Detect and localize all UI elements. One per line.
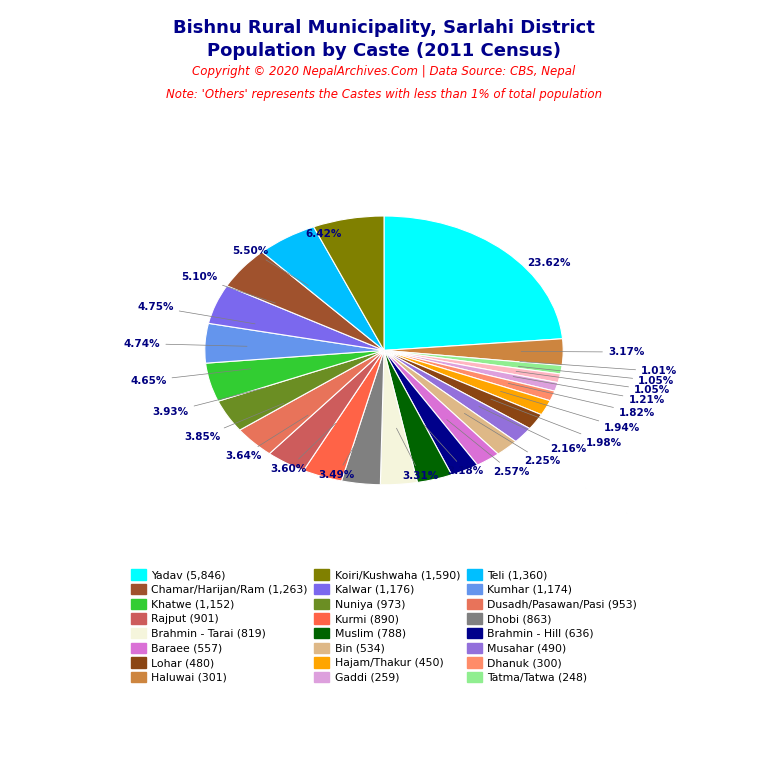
Wedge shape (206, 350, 384, 401)
Text: 23.62%: 23.62% (527, 258, 571, 268)
Wedge shape (384, 216, 562, 350)
Wedge shape (384, 350, 554, 401)
Text: 3.31%: 3.31% (396, 429, 439, 481)
Wedge shape (384, 339, 563, 366)
Text: 1.21%: 1.21% (513, 376, 664, 405)
Text: 1.82%: 1.82% (508, 383, 655, 418)
Text: 2.25%: 2.25% (465, 413, 561, 466)
Wedge shape (384, 350, 550, 415)
Text: 3.85%: 3.85% (185, 403, 283, 442)
Wedge shape (380, 350, 417, 485)
Legend: Yadav (5,846), Chamar/Harijan/Ram (1,263), Khatwe (1,152), Rajput (901), Brahmin: Yadav (5,846), Chamar/Harijan/Ram (1,263… (127, 566, 641, 686)
Text: Bishnu Rural Municipality, Sarlahi District: Bishnu Rural Municipality, Sarlahi Distr… (173, 19, 595, 37)
Text: 1.05%: 1.05% (518, 366, 674, 386)
Wedge shape (205, 323, 384, 363)
Text: 6.42%: 6.42% (305, 229, 342, 239)
Wedge shape (262, 227, 384, 350)
Wedge shape (384, 350, 516, 454)
Text: 2.16%: 2.16% (479, 406, 587, 454)
Text: 3.18%: 3.18% (424, 425, 484, 476)
Text: 3.17%: 3.17% (521, 347, 644, 357)
Wedge shape (342, 350, 384, 485)
Text: 1.98%: 1.98% (491, 399, 622, 448)
Wedge shape (218, 350, 384, 430)
Text: 5.10%: 5.10% (181, 273, 275, 303)
Text: Note: 'Others' represents the Castes with less than 1% of total population: Note: 'Others' represents the Castes wit… (166, 88, 602, 101)
Text: 3.93%: 3.93% (153, 388, 264, 417)
Wedge shape (384, 350, 498, 465)
Text: 3.60%: 3.60% (270, 423, 336, 474)
Wedge shape (384, 350, 530, 442)
Wedge shape (384, 350, 541, 429)
Text: 1.01%: 1.01% (520, 362, 677, 376)
Text: 3.49%: 3.49% (319, 428, 365, 480)
Text: 4.74%: 4.74% (124, 339, 247, 349)
Wedge shape (208, 286, 384, 350)
Text: 5.50%: 5.50% (233, 246, 309, 286)
Text: Population by Caste (2011 Census): Population by Caste (2011 Census) (207, 42, 561, 60)
Wedge shape (240, 350, 384, 454)
Wedge shape (384, 350, 562, 374)
Wedge shape (227, 252, 384, 350)
Wedge shape (384, 350, 558, 391)
Wedge shape (384, 350, 478, 475)
Text: 3.64%: 3.64% (225, 415, 308, 461)
Text: 4.75%: 4.75% (137, 302, 255, 324)
Wedge shape (384, 350, 561, 382)
Wedge shape (270, 350, 384, 471)
Wedge shape (303, 350, 384, 481)
Text: 4.65%: 4.65% (130, 369, 250, 386)
Wedge shape (313, 216, 384, 350)
Text: Copyright © 2020 NepalArchives.Com | Data Source: CBS, Nepal: Copyright © 2020 NepalArchives.Com | Dat… (192, 65, 576, 78)
Text: 1.05%: 1.05% (516, 371, 670, 395)
Text: 2.57%: 2.57% (447, 419, 530, 477)
Wedge shape (384, 350, 452, 482)
Text: 1.94%: 1.94% (501, 392, 641, 433)
